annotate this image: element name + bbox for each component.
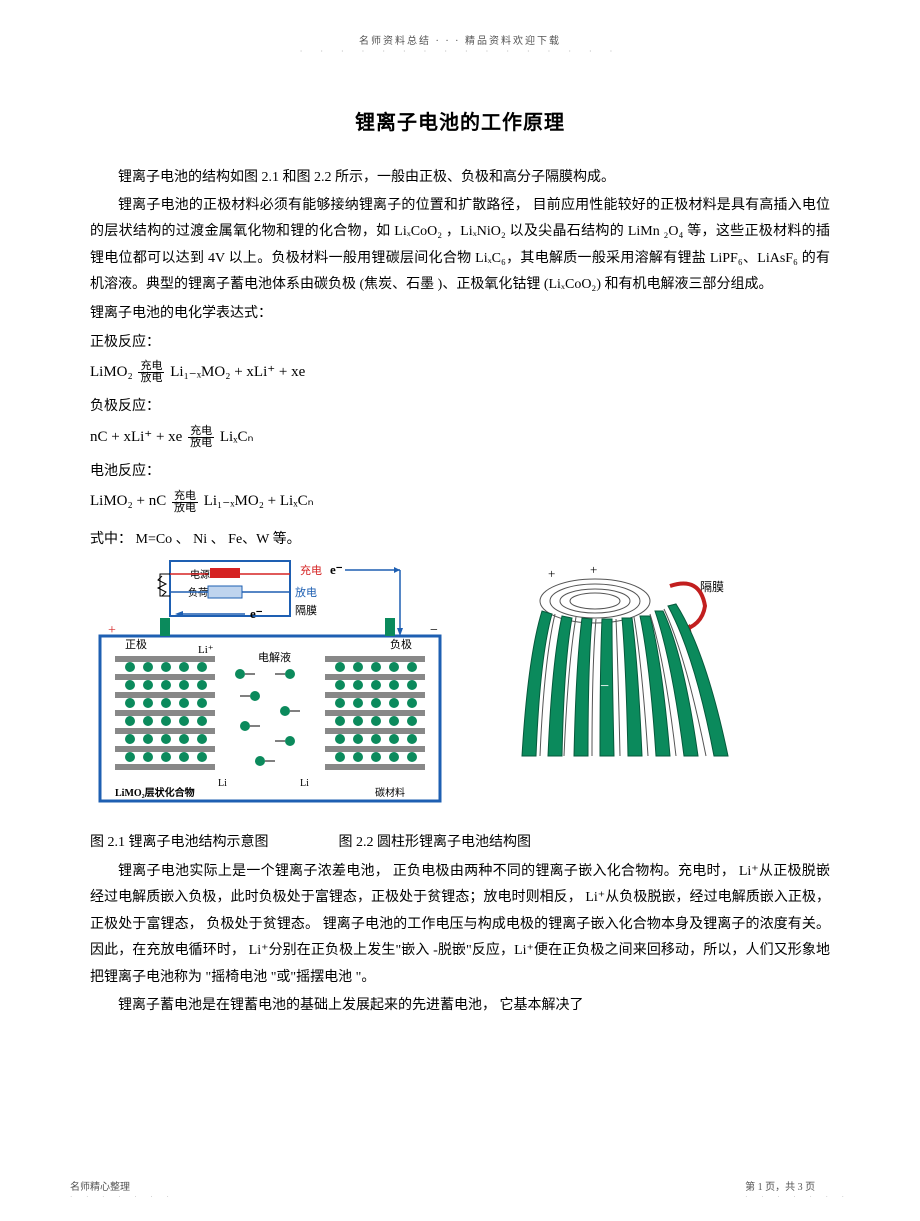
label-carbon: 碳材料 xyxy=(375,786,405,799)
svg-text:Li: Li xyxy=(218,778,227,789)
label-e1: e⁻ xyxy=(330,562,343,577)
label-cathode: 正极 xyxy=(125,637,147,651)
chem-intro: 锂离子电池的电化学表达式： xyxy=(90,301,830,328)
header-line: 名师资料总结 · · · 精品资料欢迎下载 xyxy=(359,36,561,47)
battery-schematic-svg: 电源 负荷 充电 e⁻ 放电 隔膜 e⁻ xyxy=(90,556,450,806)
formula-left: nC + xLi⁺ + xe xyxy=(90,429,182,445)
formula-anode: nC + xLi⁺ + xe 充电 放电 LiₓCₙ xyxy=(90,425,830,449)
svg-text:−: − xyxy=(600,678,609,695)
svg-text:−: − xyxy=(430,623,438,638)
label-discharge: 放电 xyxy=(295,585,317,599)
paragraph-4: 锂离子蓄电池是在锂蓄电池的基础上发展起来的先进蓄电池， 它基本解决了 xyxy=(90,993,830,1020)
page-title: 锂离子电池的工作原理 xyxy=(90,106,830,135)
figure-row: 电源 负荷 充电 e⁻ 放电 隔膜 e⁻ xyxy=(90,556,830,811)
reaction-arrows: 充电 放电 xyxy=(188,426,214,449)
cell-label: 电池反应： xyxy=(90,459,830,486)
page-top-header: 名师资料总结 · · · 精品资料欢迎下载 · · · · · · · · · … xyxy=(90,32,830,56)
caption-2-2: 图 2.2 圆柱形锂离子电池结构图 xyxy=(339,831,532,851)
label-anode: 负极 xyxy=(390,637,412,651)
reaction-arrows: 充电 放电 xyxy=(172,491,198,514)
label-limo2: LiMO₂层状化合物 xyxy=(115,786,195,799)
footer-right: 第 1 页，共 3 页 · · · · · · · xyxy=(745,1178,850,1201)
electrolyte-ions xyxy=(235,669,300,766)
paragraph-1: 锂离子电池的结构如图 2.1 和图 2.2 所示，一般由正极、负极和高分子隔膜构… xyxy=(90,165,830,192)
label-separator: 隔膜 xyxy=(295,604,317,617)
unrolled-strips xyxy=(522,604,728,756)
formula-left: LiMO₂ xyxy=(90,364,133,380)
formula-right: LiₓCₙ xyxy=(220,429,254,445)
paragraph-3: 锂离子电池实际上是一个锂离子浓差电池， 正负电极由两种不同的锂离子嵌入化合物构。… xyxy=(90,859,830,992)
figure-2-2: 隔膜 + + xyxy=(500,556,760,811)
reaction-arrows: 充电 放电 xyxy=(138,361,164,384)
svg-text:+: + xyxy=(590,562,597,577)
label-separator-2: 隔膜 xyxy=(700,580,724,594)
label-liplus: Li⁺ xyxy=(198,644,214,656)
svg-text:+: + xyxy=(108,623,116,638)
paragraph-2: 锂离子电池的正极材料必须有能够接纳锂离子的位置和扩散路径， 目前应用性能较好的正… xyxy=(90,193,830,299)
formula-left: LiMO₂ + nC xyxy=(90,493,166,509)
label-charge: 充电 xyxy=(300,563,322,577)
label-electrolyte: 电解液 xyxy=(258,650,291,664)
formula-right: Li₁₋ₓMO₂ + LiₓCₙ xyxy=(204,493,314,509)
formula-right: Li₁₋ₓMO₂ + xLi⁺ + xe xyxy=(170,364,305,380)
caption-2-1: 图 2.1 锂离子电池结构示意图 xyxy=(90,831,269,851)
label-e2: e⁻ xyxy=(250,606,263,621)
formula-cell: LiMO₂ + nC 充电 放电 Li₁₋ₓMO₂ + LiₓCₙ xyxy=(90,489,830,513)
svg-text:+: + xyxy=(548,566,555,581)
cylindrical-battery-svg: 隔膜 + + xyxy=(500,556,760,796)
formula-cathode: LiMO₂ 充电 放电 Li₁₋ₓMO₂ + xLi⁺ + xe xyxy=(90,360,830,384)
svg-text:Li: Li xyxy=(300,778,309,789)
cathode-label: 正极反应： xyxy=(90,330,830,357)
M-footnote: 式中： M=Co 、 Ni 、 Fe、W 等。 xyxy=(90,528,830,548)
anode-label: 负极反应： xyxy=(90,394,830,421)
footer-left: 名师精心整理 · · · · · · · xyxy=(70,1178,175,1201)
figure-captions: 图 2.1 锂离子电池结构示意图 图 2.2 圆柱形锂离子电池结构图 xyxy=(90,831,830,851)
figure-2-1: 电源 负荷 充电 e⁻ 放电 隔膜 e⁻ xyxy=(90,556,450,811)
header-dots: · · · · · · · · · · · · · · · · xyxy=(90,47,830,56)
